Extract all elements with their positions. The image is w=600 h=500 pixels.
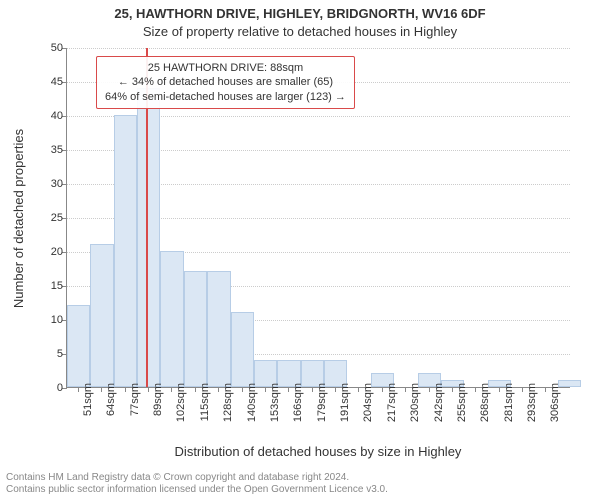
footer-line1: Contains HM Land Registry data © Crown c… [6, 472, 594, 484]
x-tick [312, 387, 313, 392]
y-tick-label: 45 [39, 76, 63, 88]
x-tick-label: 153sqm [269, 383, 281, 422]
x-tick-label: 242sqm [433, 383, 445, 422]
y-axis-label: Number of detached properties [12, 128, 27, 307]
x-tick-label: 51sqm [82, 383, 94, 416]
x-tick-label: 179sqm [316, 383, 328, 422]
footer-line2: Contains public sector information licen… [6, 484, 594, 496]
x-tick-label: 293sqm [526, 383, 538, 422]
x-tick [242, 387, 243, 392]
y-tick-label: 50 [39, 42, 63, 54]
x-tick-label: 217sqm [386, 383, 398, 422]
footer-attribution: Contains HM Land Registry data © Crown c… [6, 472, 594, 496]
histogram-bar [160, 251, 183, 387]
x-tick [78, 387, 79, 392]
histogram-bar [184, 271, 207, 387]
y-tick-label: 10 [39, 314, 63, 326]
histogram-bar [67, 305, 90, 387]
y-tick-label: 40 [39, 110, 63, 122]
x-tick-label: 230sqm [409, 383, 421, 422]
x-tick [101, 387, 102, 392]
callout-box: 25 HAWTHORN DRIVE: 88sqm← 34% of detache… [96, 56, 355, 109]
x-tick-label: 255sqm [456, 383, 468, 422]
x-tick [522, 387, 523, 392]
chart-area: 0510152025303540455051sqm64sqm77sqm89sqm… [66, 48, 570, 388]
x-tick [288, 387, 289, 392]
figure-root: 25, HAWTHORN DRIVE, HIGHLEY, BRIDGNORTH,… [0, 0, 600, 500]
x-tick-label: 77sqm [129, 383, 141, 416]
x-tick [429, 387, 430, 392]
x-tick-label: 166sqm [292, 383, 304, 422]
x-tick-label: 140sqm [246, 383, 258, 422]
callout-line3: 64% of semi-detached houses are larger (… [105, 90, 346, 104]
y-tick-label: 30 [39, 178, 63, 190]
histogram-bar [114, 115, 137, 387]
x-tick-label: 128sqm [222, 383, 234, 422]
y-axis-label-container: Number of detached properties [12, 48, 26, 388]
x-tick [148, 387, 149, 392]
x-tick [499, 387, 500, 392]
x-tick [335, 387, 336, 392]
x-tick [358, 387, 359, 392]
x-tick-label: 191sqm [339, 383, 351, 422]
x-tick [125, 387, 126, 392]
grid-line [67, 48, 570, 49]
histogram-bar [207, 271, 230, 387]
x-axis-label: Distribution of detached houses by size … [66, 444, 570, 459]
y-tick-label: 0 [39, 382, 63, 394]
y-tick-label: 15 [39, 280, 63, 292]
y-tick-label: 35 [39, 144, 63, 156]
histogram-bar [231, 312, 254, 387]
x-tick-label: 306sqm [549, 383, 561, 422]
x-tick [545, 387, 546, 392]
x-tick-label: 89sqm [152, 383, 164, 416]
histogram-bar [90, 244, 113, 387]
x-tick [475, 387, 476, 392]
figure-title-line1: 25, HAWTHORN DRIVE, HIGHLEY, BRIDGNORTH,… [0, 0, 600, 22]
callout-line1: 25 HAWTHORN DRIVE: 88sqm [105, 61, 346, 75]
x-tick-label: 64sqm [105, 383, 117, 416]
x-tick [382, 387, 383, 392]
histogram-bar [137, 88, 160, 387]
x-tick [171, 387, 172, 392]
x-tick [218, 387, 219, 392]
histogram-bar [558, 380, 581, 387]
y-tick-label: 5 [39, 348, 63, 360]
x-tick-label: 268sqm [479, 383, 491, 422]
x-tick [452, 387, 453, 392]
figure-title-line2: Size of property relative to detached ho… [0, 22, 600, 40]
x-tick [405, 387, 406, 392]
x-tick-label: 102sqm [175, 383, 187, 422]
x-tick-label: 281sqm [503, 383, 515, 422]
x-tick-label: 115sqm [199, 383, 211, 421]
x-tick [265, 387, 266, 392]
x-tick-label: 204sqm [362, 383, 374, 422]
x-tick [195, 387, 196, 392]
y-tick-label: 20 [39, 246, 63, 258]
y-tick-label: 25 [39, 212, 63, 224]
callout-line2: ← 34% of detached houses are smaller (65… [105, 75, 346, 89]
